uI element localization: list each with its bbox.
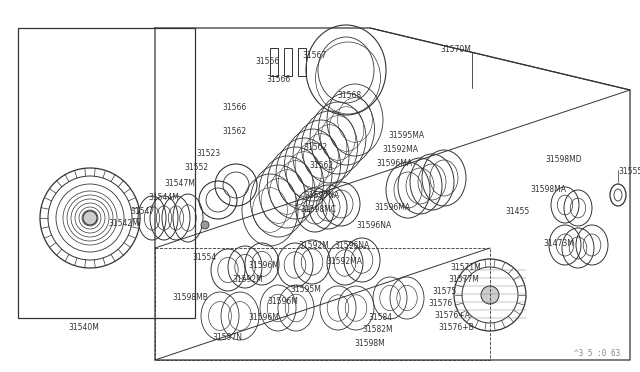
Text: 31571M: 31571M [450, 263, 481, 273]
Text: 31576+A: 31576+A [434, 311, 470, 321]
Text: 31596M: 31596M [248, 314, 279, 323]
Text: 31568: 31568 [337, 90, 361, 99]
Text: 31554: 31554 [192, 253, 216, 263]
Bar [284, 48, 292, 76]
Ellipse shape [201, 221, 209, 229]
Text: 31592M: 31592M [298, 241, 329, 250]
Bar [298, 48, 306, 76]
Text: 31576: 31576 [428, 299, 452, 308]
Text: 31576+B: 31576+B [438, 324, 474, 333]
Text: 31598MA: 31598MA [530, 186, 566, 195]
Text: 31566: 31566 [266, 76, 291, 84]
Text: 31596M: 31596M [248, 260, 279, 269]
Text: 31577M: 31577M [448, 276, 479, 285]
Text: 31562: 31562 [309, 160, 333, 170]
Bar [18, 28, 195, 318]
Text: 31566: 31566 [222, 103, 246, 112]
Text: 31575: 31575 [432, 288, 456, 296]
Text: 31596NA: 31596NA [334, 241, 369, 250]
Text: 31566: 31566 [255, 58, 279, 67]
Text: ^3 5 :0 63: ^3 5 :0 63 [573, 349, 620, 358]
Text: 31595MA: 31595MA [388, 131, 424, 141]
Text: 31596MA: 31596MA [374, 203, 410, 212]
Bar [270, 48, 278, 76]
Text: 31596M: 31596M [267, 298, 298, 307]
Text: 31596MA: 31596MA [376, 160, 412, 169]
Text: 31598M: 31598M [354, 340, 385, 349]
Text: 31552: 31552 [184, 164, 208, 173]
Text: 31597NA: 31597NA [304, 190, 339, 199]
Text: 31455: 31455 [505, 208, 529, 217]
Text: 31596NA: 31596NA [356, 221, 391, 231]
Text: 31540M: 31540M [68, 324, 99, 333]
Text: 31598MB: 31598MB [172, 294, 208, 302]
Text: 31592M: 31592M [232, 276, 263, 285]
Text: 31523: 31523 [196, 148, 220, 157]
Text: 31544M: 31544M [148, 193, 179, 202]
Ellipse shape [481, 286, 499, 304]
Text: 31562: 31562 [222, 128, 246, 137]
Text: 31542M: 31542M [108, 219, 139, 228]
Text: 31570M: 31570M [440, 45, 471, 55]
Text: 31555P: 31555P [618, 167, 640, 176]
Text: 31592MA: 31592MA [382, 145, 418, 154]
Text: 31584: 31584 [368, 314, 392, 323]
Text: 31582M: 31582M [362, 326, 392, 334]
Text: 31547: 31547 [130, 208, 154, 217]
Text: 31562: 31562 [303, 144, 327, 153]
Text: 31598MC: 31598MC [300, 205, 336, 215]
Text: 31567: 31567 [302, 51, 326, 60]
Text: 31595M: 31595M [290, 285, 321, 294]
Text: 31592MA: 31592MA [326, 257, 362, 266]
Text: 31598MD: 31598MD [545, 155, 582, 164]
Ellipse shape [83, 211, 97, 225]
Text: 31597N: 31597N [212, 334, 242, 343]
Text: 31547M: 31547M [164, 180, 195, 189]
Text: 31473M: 31473M [543, 240, 574, 248]
